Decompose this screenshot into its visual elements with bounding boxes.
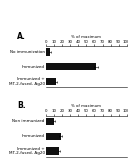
Bar [46,63,96,70]
Bar [46,148,59,155]
Bar [46,48,50,55]
Text: B.: B. [17,101,26,111]
Bar [46,78,56,85]
X-axis label: % of maximum: % of maximum [71,104,101,108]
Bar [46,132,61,140]
X-axis label: % of maximum: % of maximum [71,35,101,39]
Bar [46,118,54,125]
Text: A.: A. [17,32,26,41]
